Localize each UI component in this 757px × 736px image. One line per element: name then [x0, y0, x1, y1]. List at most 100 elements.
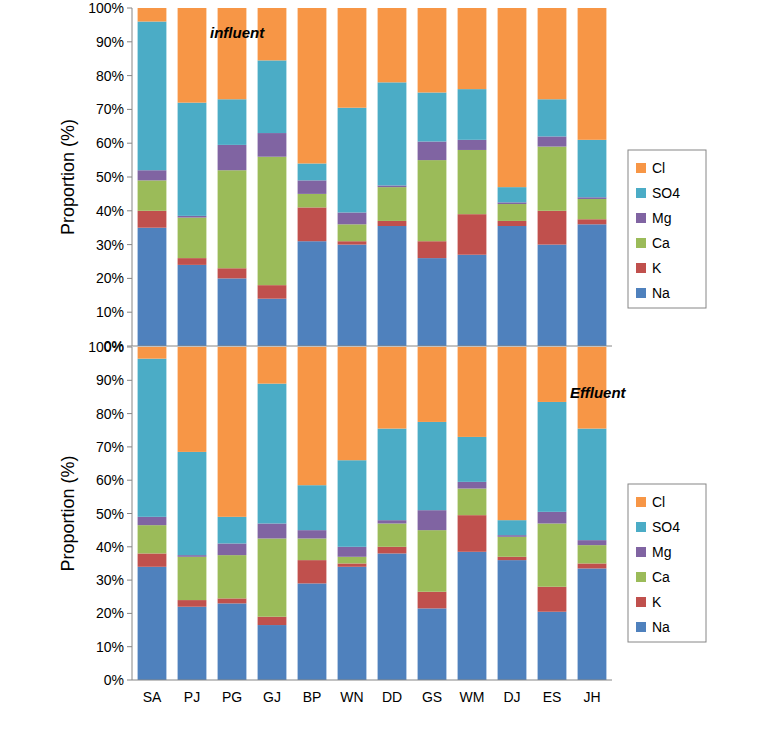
bar-segment: [338, 547, 367, 557]
bar-segment: [258, 347, 287, 384]
bar-segment: [178, 347, 207, 452]
bar-segment: [218, 8, 247, 99]
bar-segment: [578, 140, 607, 197]
bar-segment: [418, 510, 447, 530]
bar-segment: [218, 517, 247, 544]
bar-segment: [218, 347, 247, 517]
bar-segment: [298, 180, 327, 194]
x-tick-label: WM: [460, 689, 485, 705]
tick-mark: [127, 244, 132, 245]
bar-segment: [498, 204, 527, 221]
tick-mark: [127, 278, 132, 279]
legend-swatch: [636, 497, 646, 507]
x-tick-label: PJ: [184, 689, 200, 705]
bar-segment: [298, 530, 327, 538]
bar-segment: [458, 482, 487, 489]
bar-segment: [258, 133, 287, 157]
x-tick-label: SA: [143, 689, 162, 705]
bar-segment: [418, 422, 447, 510]
tick-mark: [127, 346, 132, 347]
tick-label: 70%: [96, 101, 124, 117]
bar-segment: [378, 226, 407, 346]
legend-swatch: [636, 597, 646, 607]
bar-segment: [298, 163, 327, 180]
bar-segment: [538, 136, 567, 146]
legend-label: Ca: [652, 569, 670, 585]
bar-segment: [178, 216, 207, 218]
bar-segment: [538, 245, 567, 346]
legend-frame: [628, 484, 706, 642]
legend-swatch: [636, 263, 646, 273]
y-axis-label: Proportion (%): [58, 119, 78, 235]
bar-segment: [138, 170, 167, 180]
bar-segment: [378, 547, 407, 554]
x-tick-label: DJ: [503, 689, 520, 705]
bar-segment: [298, 241, 327, 346]
bar-segment: [578, 568, 607, 680]
bar-segment: [578, 563, 607, 568]
bar-segment: [578, 199, 607, 219]
bar-segment: [578, 540, 607, 545]
bar-segment: [138, 525, 167, 553]
bar-segment: [338, 245, 367, 346]
bar-segment: [498, 520, 527, 535]
annotation: influent: [210, 24, 265, 41]
tick-mark: [127, 143, 132, 144]
bar-segment: [138, 553, 167, 566]
bar-segment: [178, 218, 207, 259]
x-tick-label: BP: [303, 689, 322, 705]
bar-segment: [538, 512, 567, 524]
legend-label: K: [652, 260, 662, 276]
bar-segment: [418, 608, 447, 680]
legend-swatch: [636, 238, 646, 248]
annotation: Effluent: [570, 384, 627, 401]
bar-segment: [258, 299, 287, 346]
legend-label: Cl: [652, 160, 665, 176]
x-tick-label: GS: [422, 689, 442, 705]
bar-segment: [578, 429, 607, 541]
bar-segment: [498, 535, 527, 537]
legend-swatch: [636, 288, 646, 298]
bar-segment: [538, 587, 567, 612]
tick-mark: [127, 446, 132, 447]
bar-segment: [218, 598, 247, 603]
tick-mark: [127, 380, 132, 381]
legend-label: Mg: [652, 544, 671, 560]
bar-segment: [378, 185, 407, 187]
bar-segment: [218, 145, 247, 170]
bar-segment: [338, 8, 367, 108]
bar-segment: [258, 157, 287, 285]
tick-label: 100%: [88, 0, 124, 16]
bar-segment: [138, 347, 167, 359]
tick-label: 90%: [96, 372, 124, 388]
tick-mark: [127, 8, 132, 9]
legend-swatch: [636, 522, 646, 532]
figure: 0%10%20%30%40%50%60%70%80%90%100%Proport…: [0, 0, 757, 736]
bar-segment: [178, 607, 207, 680]
tick-mark: [127, 312, 132, 313]
bar-segment: [178, 8, 207, 103]
chart: 0%10%20%30%40%50%60%70%80%90%100%Proport…: [58, 0, 706, 354]
bar-segment: [258, 538, 287, 616]
tick-label: 60%: [96, 472, 124, 488]
bar-segment: [178, 557, 207, 600]
bar-segment: [338, 212, 367, 224]
bar-segment: [498, 537, 527, 557]
bar-segment: [498, 560, 527, 680]
bar-segment: [498, 226, 527, 346]
bar-segment: [258, 625, 287, 680]
bar-segment: [538, 612, 567, 680]
bar-segment: [458, 89, 487, 140]
bar-segment: [138, 228, 167, 346]
bar-segment: [418, 592, 447, 609]
bar-segment: [578, 224, 607, 346]
bar-segment: [498, 347, 527, 520]
bar-segment: [138, 359, 167, 517]
tick-label: 80%: [96, 406, 124, 422]
bar-segment: [378, 347, 407, 429]
bar-segment: [258, 60, 287, 133]
x-tick-label: GJ: [263, 689, 281, 705]
tick-label: 50%: [96, 169, 124, 185]
bar-segment: [378, 187, 407, 221]
bar-segment: [298, 8, 327, 163]
